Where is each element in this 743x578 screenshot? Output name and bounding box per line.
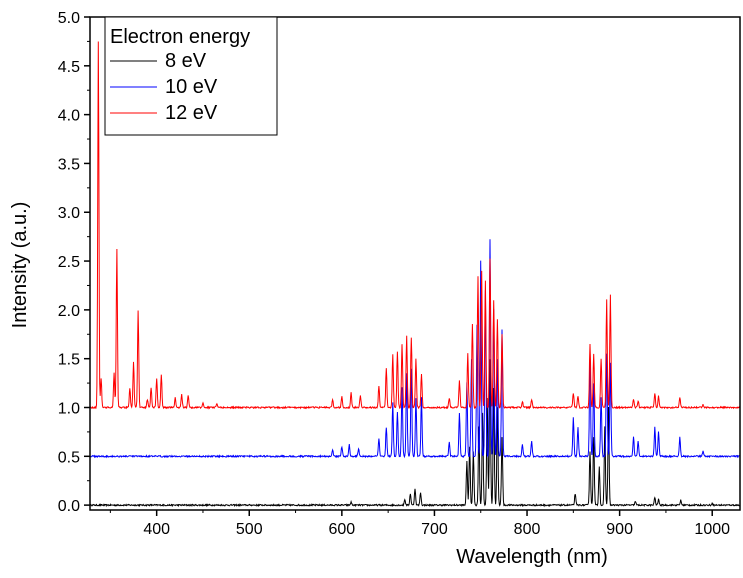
x-axis-title: Wavelength (nm) [456, 546, 608, 568]
x-tick-label: 600 [329, 521, 356, 538]
y-tick-label: 0.0 [58, 498, 80, 515]
legend-title: Electron energy [110, 26, 250, 48]
y-tick-label: 2.0 [58, 303, 80, 320]
plot-frame [89, 16, 741, 511]
y-tick-label: 1.0 [58, 400, 80, 417]
y-tick-label: 2.5 [58, 254, 80, 271]
legend-label: 10 eV [165, 76, 218, 98]
y-tick-label: 4.5 [58, 59, 80, 76]
legend-label: 12 eV [165, 102, 218, 124]
y-axis-title: Intensity (a.u.) [9, 202, 31, 329]
y-tick-label: 3.0 [58, 205, 80, 222]
legend-box [104, 16, 278, 136]
y-tick-label: 1.5 [58, 352, 80, 369]
series-line-10-ev [89, 239, 741, 459]
y-tick-label: 4.0 [58, 108, 80, 125]
series-line-12-ev [89, 41, 741, 410]
x-tick-label: 400 [143, 521, 170, 538]
x-tick-label: 900 [606, 521, 633, 538]
x-tick-label: 500 [236, 521, 263, 538]
legend-label: 8 eV [165, 50, 207, 72]
x-tick-label: 700 [421, 521, 448, 538]
x-tick-label: 800 [514, 521, 541, 538]
y-tick-label: 0.5 [58, 449, 80, 466]
plot-border [89, 16, 741, 511]
x-tick-label: 1000 [694, 521, 730, 538]
series-layer [89, 41, 741, 508]
series-line-8-ev [89, 359, 741, 508]
y-tick-label: 5.0 [58, 10, 80, 27]
tick-layer: 400 500 600 700 800 900 1000 0.0 0.5 1.0 1.5 2.0 2.5… [58, 10, 730, 538]
y-tick-label: 3.5 [58, 156, 80, 173]
